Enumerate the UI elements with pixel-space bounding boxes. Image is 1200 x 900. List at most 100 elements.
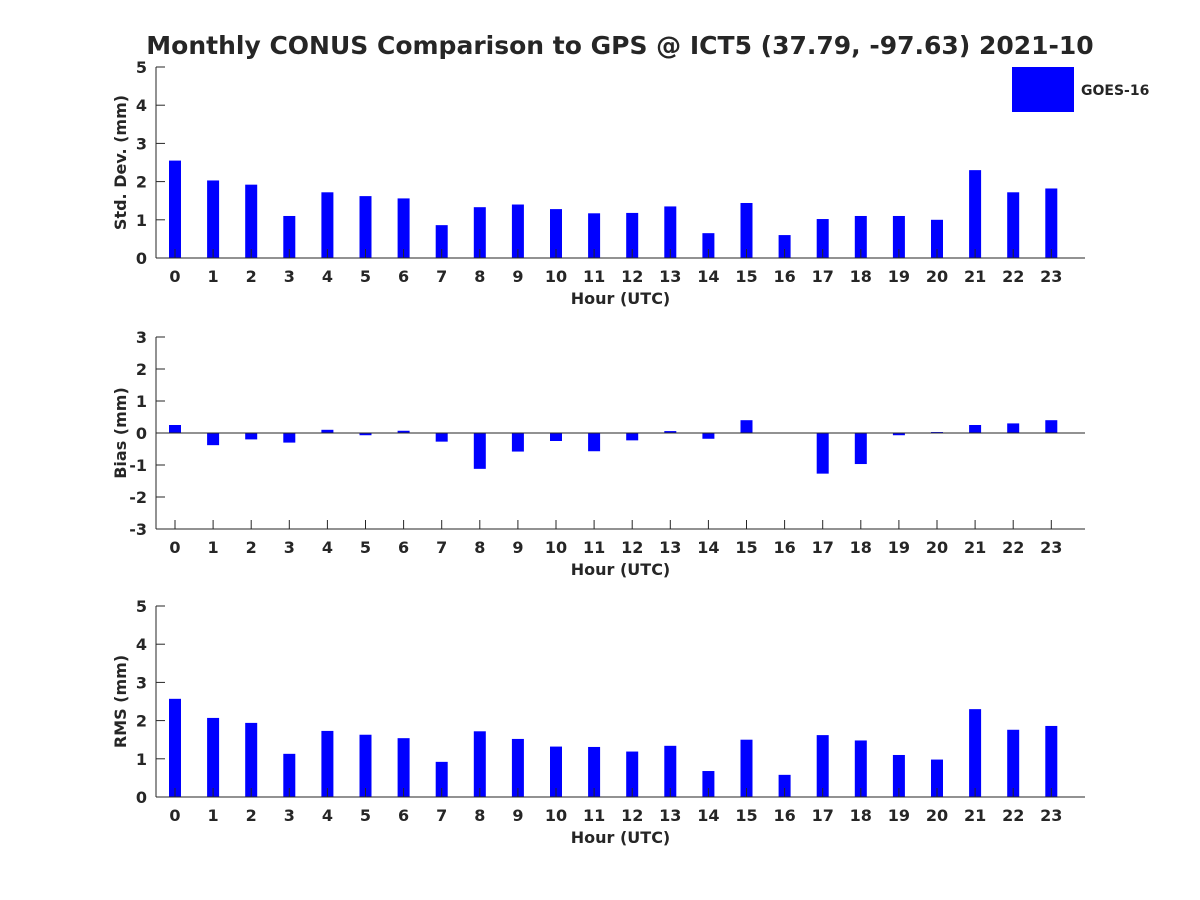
x-tick-label: 17 bbox=[812, 806, 834, 825]
bar-hour-21 bbox=[969, 425, 982, 433]
y-tick-label: -1 bbox=[129, 456, 147, 475]
x-tick-label: 14 bbox=[697, 267, 719, 286]
bar-hour-13 bbox=[664, 206, 677, 258]
bar-hour-18 bbox=[854, 740, 867, 797]
x-tick-label: 7 bbox=[436, 267, 447, 286]
x-tick-label: 16 bbox=[773, 806, 795, 825]
x-tick-label: 16 bbox=[773, 538, 795, 557]
x-tick-label: 11 bbox=[583, 267, 605, 286]
x-tick-label: 22 bbox=[1002, 267, 1024, 286]
x-tick-label: 5 bbox=[360, 806, 371, 825]
bar-hour-10 bbox=[550, 746, 562, 797]
bar-hour-3 bbox=[283, 215, 296, 258]
y-tick-label: -2 bbox=[129, 488, 147, 507]
x-tick-label: 16 bbox=[773, 267, 795, 286]
x-tick-label: 3 bbox=[284, 538, 295, 557]
x-tick-label: 12 bbox=[621, 538, 643, 557]
y-tick-label: 0 bbox=[136, 788, 147, 807]
bar-hour-8 bbox=[473, 433, 486, 469]
bar-hour-23 bbox=[1045, 420, 1058, 433]
x-tick-label: 19 bbox=[888, 806, 910, 825]
x-tick-label: 21 bbox=[964, 538, 986, 557]
x-tick-label: 7 bbox=[436, 806, 447, 825]
bar-hour-18 bbox=[854, 215, 867, 258]
y-tick-label: 3 bbox=[136, 134, 147, 153]
bar-hour-7 bbox=[435, 761, 448, 797]
bar-hour-14 bbox=[702, 233, 715, 258]
x-tick-label: 8 bbox=[474, 267, 485, 286]
bar-hour-13 bbox=[664, 745, 677, 797]
y-tick-label: 1 bbox=[136, 211, 147, 230]
bar-hour-19 bbox=[892, 754, 905, 797]
bar-hour-11 bbox=[588, 433, 601, 452]
x-tick-label: 1 bbox=[208, 538, 219, 557]
y-axis-label: Std. Dev. (mm) bbox=[111, 95, 130, 230]
x-tick-label: 9 bbox=[512, 538, 523, 557]
x-tick-label: 10 bbox=[545, 267, 567, 286]
x-tick-label: 12 bbox=[621, 806, 643, 825]
bar-hour-1 bbox=[207, 717, 220, 797]
y-tick-label: 4 bbox=[136, 635, 147, 654]
x-tick-label: 10 bbox=[545, 538, 567, 557]
bar-hour-17 bbox=[816, 735, 829, 797]
x-tick-label: 6 bbox=[398, 806, 409, 825]
bar-hour-15 bbox=[740, 739, 753, 797]
legend-label: GOES-16 bbox=[1081, 83, 1149, 99]
x-tick-label: 20 bbox=[926, 267, 948, 286]
x-tick-label: 17 bbox=[812, 267, 834, 286]
bar-hour-4 bbox=[321, 730, 334, 797]
x-tick-label: 23 bbox=[1040, 806, 1062, 825]
bar-hour-2 bbox=[245, 433, 258, 440]
x-tick-label: 21 bbox=[964, 267, 986, 286]
x-tick-label: 8 bbox=[474, 538, 485, 557]
y-axis-label: RMS (mm) bbox=[111, 655, 130, 748]
bar-hour-21 bbox=[969, 170, 982, 258]
bar-hour-5 bbox=[359, 433, 372, 436]
bar-hour-19 bbox=[892, 215, 905, 258]
x-tick-label: 3 bbox=[284, 267, 295, 286]
y-tick-label: 2 bbox=[136, 712, 147, 731]
legend-swatch bbox=[1012, 67, 1074, 112]
x-tick-label: 15 bbox=[735, 267, 757, 286]
x-tick-label: 20 bbox=[926, 538, 948, 557]
x-tick-label: 5 bbox=[360, 538, 371, 557]
y-tick-label: 2 bbox=[136, 173, 147, 192]
x-tick-label: 20 bbox=[926, 806, 948, 825]
x-tick-label: 0 bbox=[169, 806, 180, 825]
bar-hour-15 bbox=[740, 420, 753, 433]
bar-hour-11 bbox=[588, 213, 601, 258]
bar-hour-16 bbox=[778, 235, 791, 258]
x-tick-label: 5 bbox=[360, 267, 371, 286]
x-tick-label: 17 bbox=[812, 538, 834, 557]
bar-hour-6 bbox=[397, 738, 410, 797]
bar-hour-5 bbox=[359, 734, 372, 797]
bar-hour-14 bbox=[702, 433, 715, 439]
bar-hour-6 bbox=[397, 430, 410, 433]
chart-title: Monthly CONUS Comparison to GPS @ ICT5 (… bbox=[146, 31, 1093, 60]
x-tick-label: 22 bbox=[1002, 806, 1024, 825]
x-tick-label: 0 bbox=[169, 538, 180, 557]
bar-hour-14 bbox=[702, 771, 715, 797]
x-tick-label: 2 bbox=[246, 267, 257, 286]
bar-hour-5 bbox=[359, 196, 372, 258]
x-tick-label: 6 bbox=[398, 538, 409, 557]
x-tick-label: 2 bbox=[246, 806, 257, 825]
x-tick-label: 14 bbox=[697, 806, 719, 825]
bar-hour-20 bbox=[931, 219, 943, 258]
x-tick-label: 21 bbox=[964, 806, 986, 825]
x-tick-label: 11 bbox=[583, 538, 605, 557]
x-tick-label: 4 bbox=[322, 806, 333, 825]
y-tick-label: -3 bbox=[129, 520, 147, 539]
y-tick-label: 5 bbox=[136, 597, 147, 616]
y-tick-label: 5 bbox=[136, 58, 147, 77]
x-tick-label: 11 bbox=[583, 806, 605, 825]
x-tick-label: 3 bbox=[284, 806, 295, 825]
x-tick-label: 18 bbox=[850, 267, 872, 286]
x-tick-label: 15 bbox=[735, 806, 757, 825]
bar-hour-22 bbox=[1007, 192, 1020, 258]
x-tick-label: 14 bbox=[697, 538, 719, 557]
x-tick-label: 23 bbox=[1040, 538, 1062, 557]
